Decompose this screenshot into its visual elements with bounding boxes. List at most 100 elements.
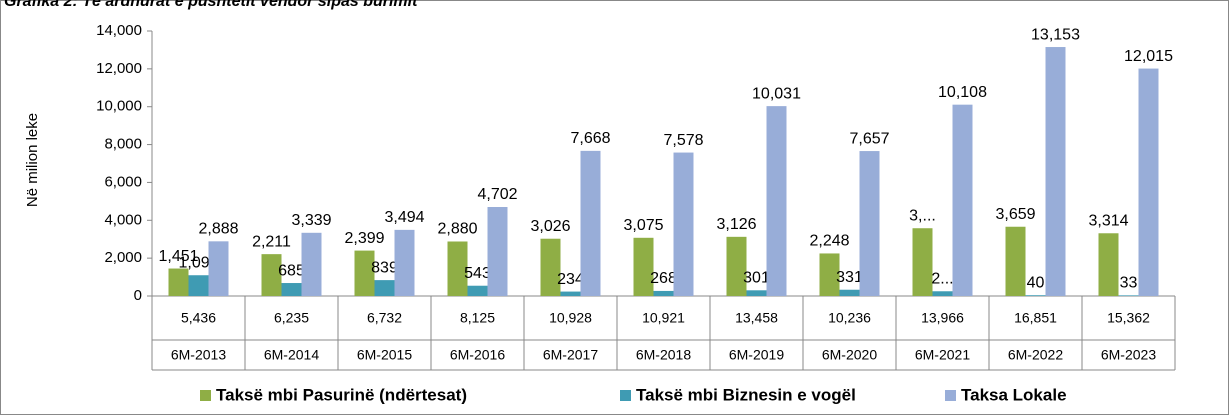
- x-tick-label: 6M-2020: [822, 347, 877, 363]
- table-cell: 15,362: [1107, 310, 1150, 326]
- data-label: 2...: [931, 270, 953, 287]
- x-tick-label: 6M-2015: [357, 347, 412, 363]
- y-tick-label: 10,000: [96, 98, 142, 115]
- y-tick-label: 4,000: [104, 211, 142, 228]
- table-cell: 6,732: [367, 310, 402, 326]
- table-cell: 5,436: [181, 310, 216, 326]
- data-label: 3,...: [909, 207, 936, 224]
- bar: [1025, 295, 1046, 296]
- bar: [1118, 295, 1139, 296]
- data-label: 2,880: [437, 221, 477, 238]
- table-cell: 13,458: [735, 310, 778, 326]
- data-label: 2,888: [198, 221, 238, 238]
- bar: [188, 275, 209, 296]
- data-label: 839: [371, 259, 398, 276]
- bar: [354, 250, 375, 296]
- data-label: 685: [278, 262, 305, 279]
- bar: [261, 254, 282, 296]
- bar: [839, 289, 860, 296]
- data-label: 268: [650, 270, 677, 287]
- x-tick-label: 6M-2018: [636, 347, 691, 363]
- legend-swatch: [945, 390, 956, 401]
- table-cell: 13,966: [921, 310, 964, 326]
- table-cell: 10,921: [642, 310, 685, 326]
- legend-swatch: [620, 390, 631, 401]
- data-label: 301: [743, 270, 770, 287]
- data-label: 543: [464, 265, 491, 282]
- bar: [301, 232, 322, 296]
- x-tick-label: 6M-2023: [1101, 347, 1156, 363]
- table-cell: 6,235: [274, 310, 309, 326]
- bar: [281, 283, 302, 296]
- bar: [208, 241, 229, 296]
- x-tick-label: 6M-2014: [264, 347, 319, 363]
- bar: [487, 206, 508, 296]
- data-label: 13,153: [1031, 26, 1080, 43]
- y-tick-label: 14,000: [96, 22, 142, 39]
- x-tick-label: 6M-2017: [543, 347, 598, 363]
- y-tick-label: 12,000: [96, 60, 142, 77]
- bar: [633, 237, 654, 296]
- data-label: 33: [1120, 275, 1138, 292]
- x-tick-label: 6M-2022: [1008, 347, 1063, 363]
- bar: [726, 236, 747, 296]
- data-label: 3,075: [623, 217, 663, 234]
- bar: [766, 106, 787, 296]
- bar: [673, 152, 694, 296]
- data-label: 12,015: [1124, 48, 1173, 65]
- legend-label: Taksë mbi Biznesin e vogël: [636, 385, 856, 404]
- table-cell: 10,236: [828, 310, 871, 326]
- x-tick-label: 6M-2013: [171, 347, 226, 363]
- y-tick-label: 2,000: [104, 249, 142, 266]
- data-label: 2,399: [344, 230, 384, 247]
- data-label: 7,578: [663, 132, 703, 149]
- data-label: 10,108: [938, 84, 987, 101]
- table-cell: 16,851: [1014, 310, 1057, 326]
- data-label: 10,031: [752, 85, 801, 102]
- bar: [447, 241, 468, 296]
- bar: [1098, 233, 1119, 296]
- data-label: 7,657: [849, 130, 889, 147]
- legend-label: Taksë mbi Pasurinë (ndërtesat): [216, 385, 467, 404]
- bar: [467, 285, 488, 296]
- bar: [819, 253, 840, 296]
- bar: [374, 280, 395, 296]
- data-label: 3,659: [995, 206, 1035, 223]
- bar: [859, 151, 880, 296]
- bar: [932, 291, 953, 296]
- y-tick-label: 8,000: [104, 136, 142, 153]
- bar: [952, 104, 973, 296]
- data-label: 3,494: [384, 209, 424, 226]
- bar: [912, 228, 933, 296]
- x-tick-label: 6M-2016: [450, 347, 505, 363]
- bar: [580, 150, 601, 296]
- table-cell: 10,928: [549, 310, 592, 326]
- bar: [746, 290, 767, 296]
- legend-label: Taksa Lokale: [961, 385, 1067, 404]
- y-axis-label: Në milion leke: [24, 113, 41, 207]
- data-label: 3,126: [716, 216, 756, 233]
- y-tick-label: 0: [134, 287, 142, 304]
- bar: [540, 238, 561, 296]
- data-label: 4,702: [477, 186, 517, 203]
- bar: [168, 268, 189, 296]
- chart-title: Grafika 2: Të ardhurat e pushtetit vendo…: [4, 0, 418, 10]
- data-label: 234: [557, 271, 584, 288]
- bar: [1005, 226, 1026, 296]
- x-tick-label: 6M-2021: [915, 347, 970, 363]
- data-label: 40: [1027, 274, 1045, 291]
- bar: [1045, 47, 1066, 296]
- data-label: 3,339: [291, 212, 331, 229]
- bar: [1138, 68, 1159, 296]
- data-label: 2,248: [809, 233, 849, 250]
- data-label: 3,314: [1088, 212, 1128, 229]
- data-label: 3,026: [530, 218, 570, 235]
- table-cell: 8,125: [460, 310, 495, 326]
- bar: [560, 291, 581, 296]
- legend-swatch: [200, 390, 211, 401]
- data-label: 7,668: [570, 130, 610, 147]
- y-tick-label: 6,000: [104, 173, 142, 190]
- bar: [653, 290, 674, 296]
